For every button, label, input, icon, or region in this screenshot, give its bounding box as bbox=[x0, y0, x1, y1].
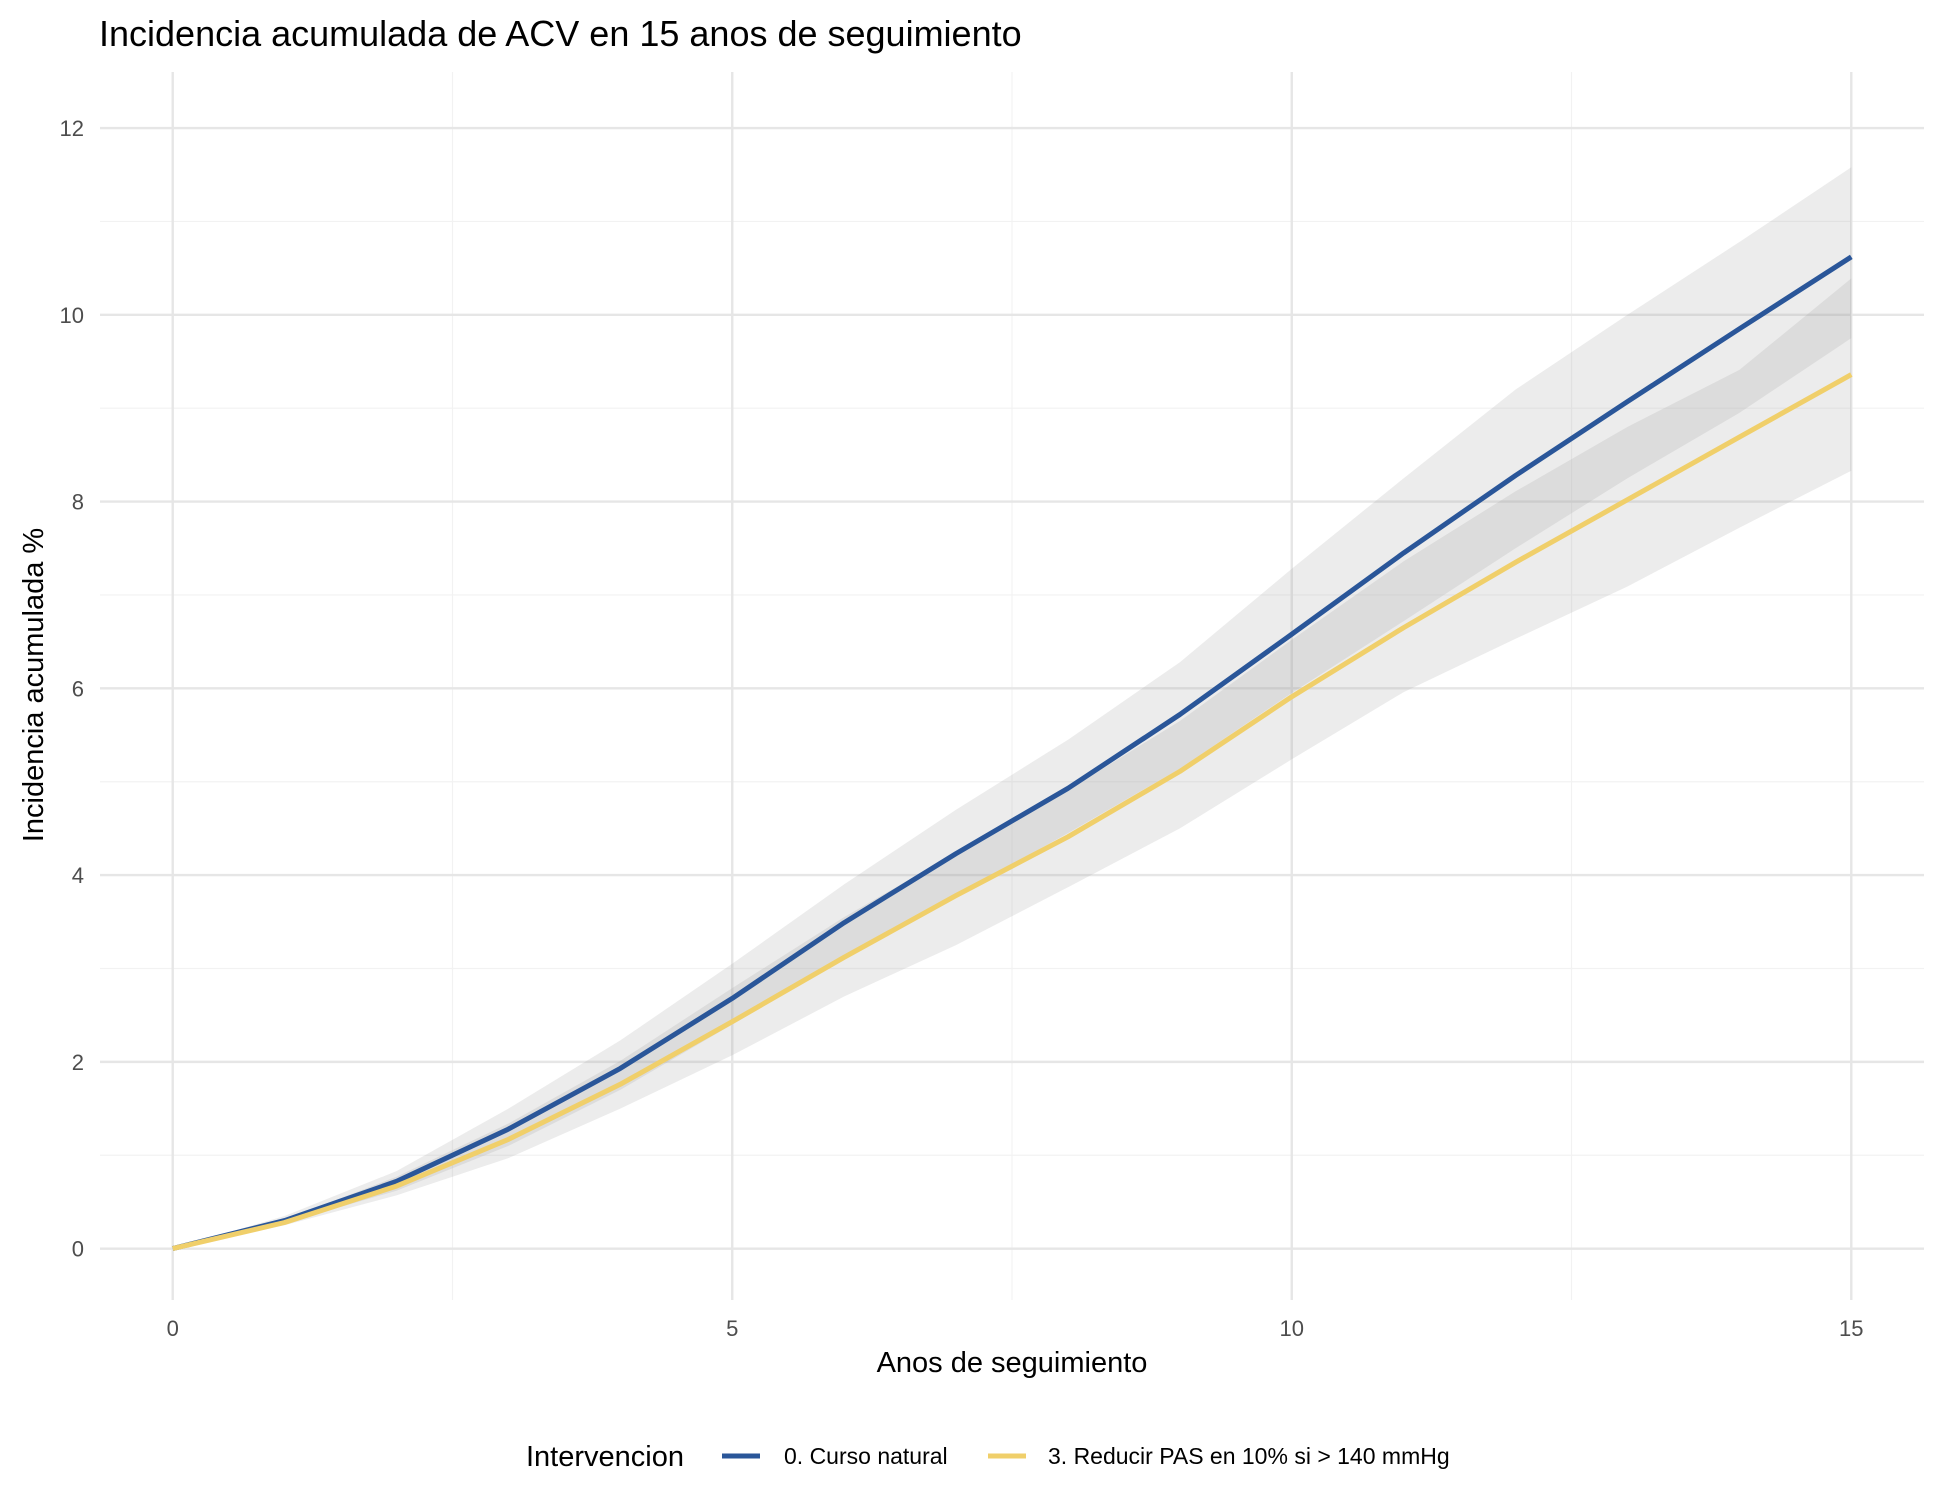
legend-title: Intervencion bbox=[526, 1441, 684, 1473]
y-tick-label: 2 bbox=[72, 1050, 84, 1075]
y-tick-label: 0 bbox=[72, 1237, 84, 1262]
series-line-1 bbox=[172, 372, 1853, 1252]
x-tick-label: 0 bbox=[167, 1316, 179, 1341]
x-axis-title: Anos de seguimiento bbox=[877, 1347, 1148, 1379]
y-tick-label: 12 bbox=[60, 116, 84, 141]
legend-label-curso-natural: 0. Curso natural bbox=[784, 1443, 948, 1469]
tick-labels: 0 5 10 15 0 2 4 6 8 10 12 bbox=[60, 116, 1864, 1341]
x-tick-label: 5 bbox=[726, 1316, 738, 1341]
grid bbox=[100, 72, 1924, 1300]
y-tick-label: 6 bbox=[72, 676, 84, 701]
x-tick-label: 15 bbox=[1839, 1316, 1863, 1341]
y-tick-label: 4 bbox=[72, 863, 84, 888]
chart-title: Incidencia acumulada de ACV en 15 anos d… bbox=[99, 13, 1022, 54]
y-tick-label: 8 bbox=[72, 490, 84, 515]
series-line-0 bbox=[172, 254, 1853, 1252]
legend-label-reducir-pas: 3. Reducir PAS en 10% si > 140 mmHg bbox=[1048, 1443, 1450, 1469]
y-tick-label: 10 bbox=[60, 303, 84, 328]
y-axis-title: Incidencia acumulada % bbox=[18, 528, 50, 842]
legend: Intervencion 0. Curso natural 3. Reducir… bbox=[526, 1441, 1450, 1473]
x-tick-label: 10 bbox=[1280, 1316, 1304, 1341]
series-lines bbox=[172, 254, 1853, 1252]
